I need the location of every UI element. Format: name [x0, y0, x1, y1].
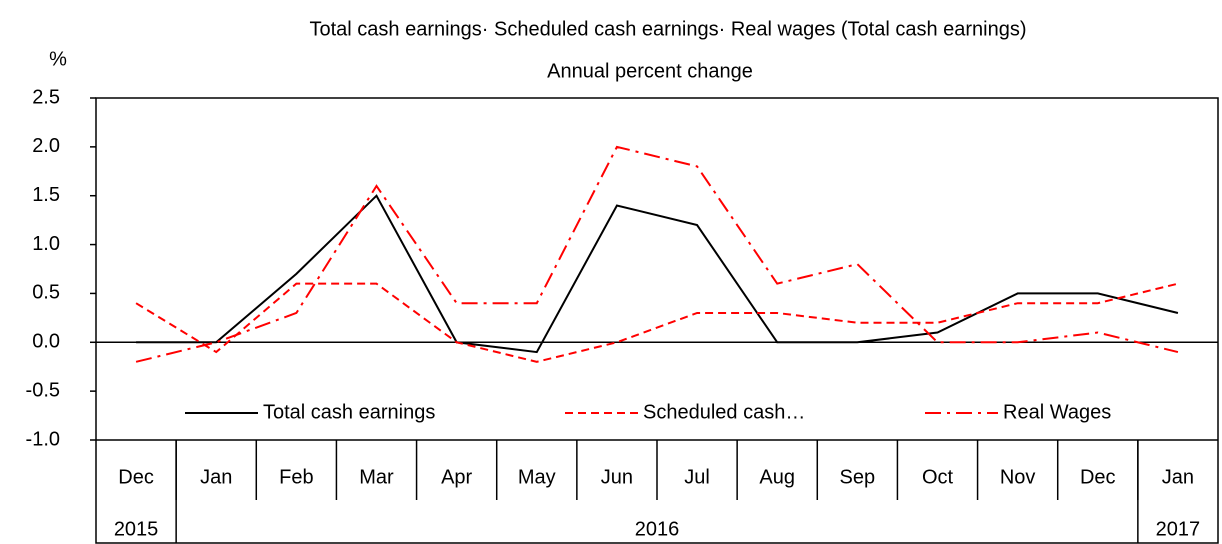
series-line	[135, 282, 1179, 363]
chart-title: Total cash earnings· Scheduled cash earn…	[309, 18, 1026, 40]
x-tick-label: Feb	[279, 466, 313, 488]
x-tick-label: Oct	[922, 466, 954, 488]
x-group-label: 2015	[114, 518, 159, 540]
x-group-label: 2017	[1156, 518, 1201, 540]
y-tick-label: 1.0	[32, 233, 60, 255]
y-tick-label: 1.5	[32, 184, 60, 206]
y-axis-label: %	[49, 48, 67, 70]
legend-label: Total cash earnings	[263, 401, 435, 423]
x-tick-label: Aug	[759, 466, 795, 488]
chart-subtitle: Annual percent change	[547, 60, 753, 82]
legend-label: Real Wages	[1003, 401, 1111, 423]
y-tick-label: 0.0	[32, 331, 60, 353]
x-tick-label: May	[518, 466, 556, 488]
x-tick-label: Sep	[840, 466, 876, 488]
y-tick-label: 2.5	[32, 86, 60, 108]
y-tick-label: 2.0	[32, 135, 60, 157]
x-tick-label: Dec	[1080, 466, 1116, 488]
x-tick-label: Jan	[1162, 466, 1194, 488]
x-tick-label: Jul	[684, 466, 710, 488]
x-tick-label: Jun	[601, 466, 633, 488]
y-tick-label: -0.5	[26, 379, 60, 401]
x-group-label: 2016	[635, 518, 680, 540]
legend-label: Scheduled cash…	[643, 401, 805, 423]
x-tick-label: Nov	[1000, 466, 1036, 488]
x-tick-label: Jan	[200, 466, 232, 488]
y-tick-label: 0.5	[32, 282, 60, 304]
x-tick-label: Dec	[118, 466, 154, 488]
x-tick-label: Apr	[441, 466, 472, 488]
y-tick-label: -1.0	[26, 428, 60, 450]
plot-frame	[95, 97, 1219, 544]
series-line	[135, 145, 1179, 363]
series-line	[136, 194, 1179, 354]
x-tick-label: Mar	[359, 466, 394, 488]
